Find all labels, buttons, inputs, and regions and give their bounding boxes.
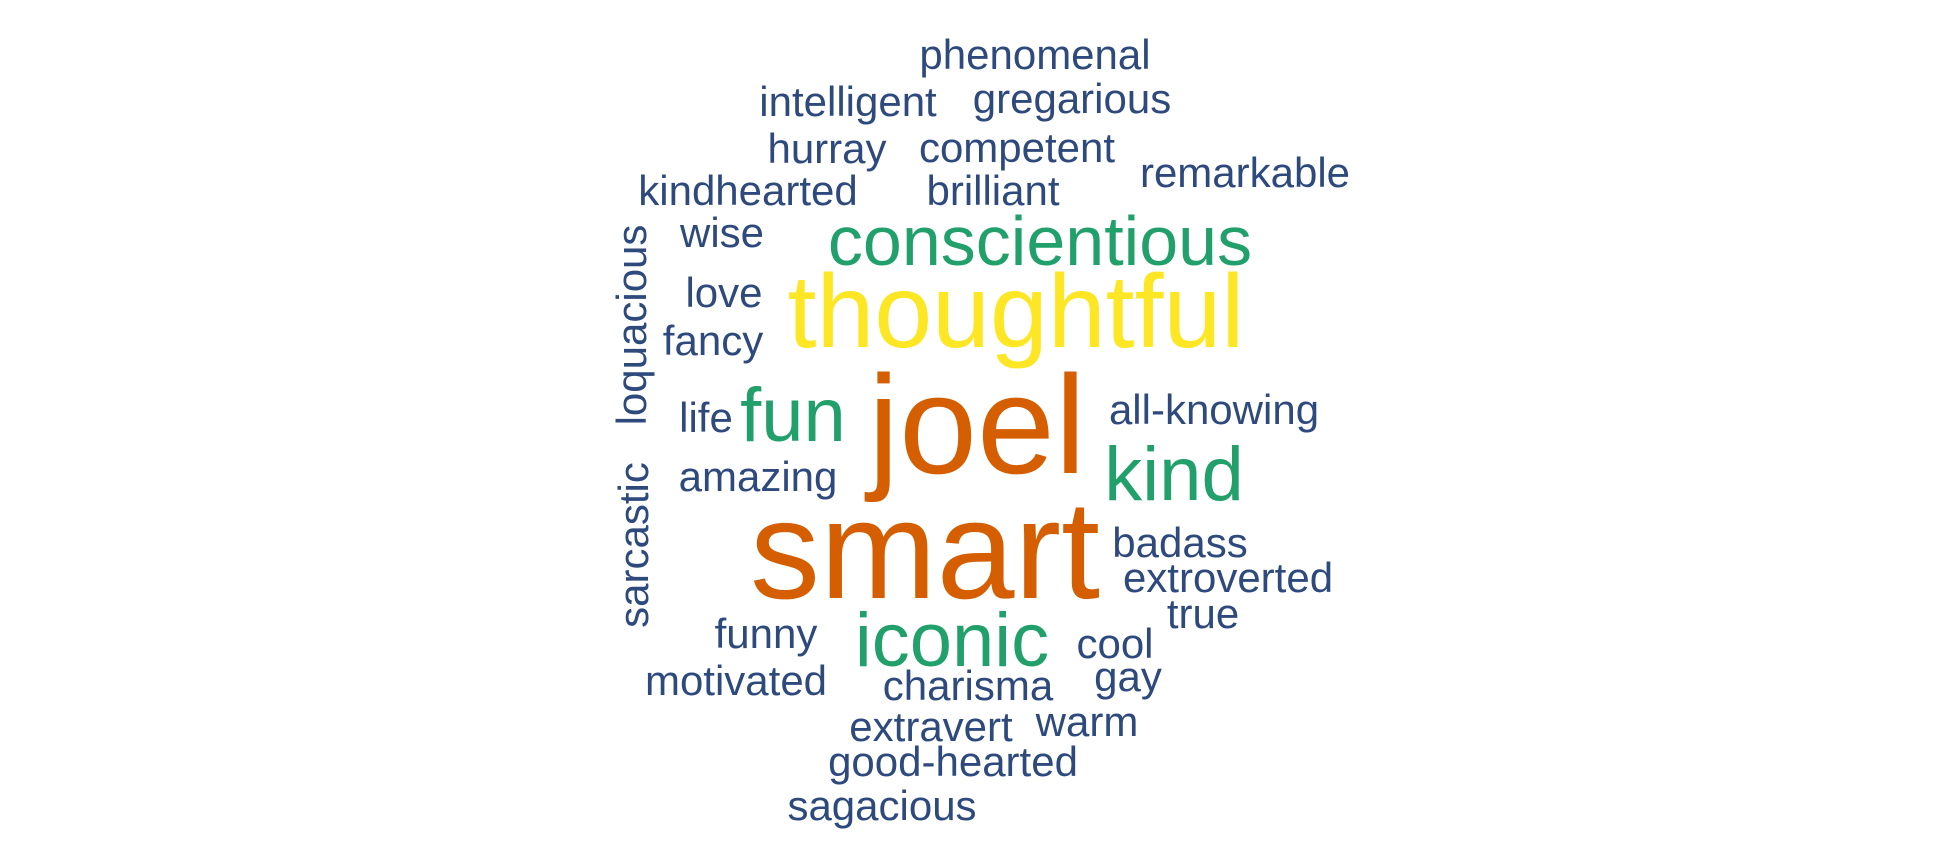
word-gay: gay [1094,653,1162,700]
word-sagacious: sagacious [787,782,977,829]
word-iconic: iconic [854,598,1050,683]
word-wise: wise [679,209,765,256]
word-gregarious: gregarious [972,75,1172,122]
word-charisma: charisma [882,662,1054,709]
word-hurray: hurray [767,125,887,172]
word-thoughtful: thoughtful [787,254,1245,370]
word-badass: badass [1112,519,1248,566]
word-smart: smart [750,471,1100,628]
word-brilliant: brilliant [926,167,1060,214]
word-amazing: amazing [678,453,838,500]
word-love: love [685,269,763,316]
word-remarkable: remarkable [1139,149,1351,196]
word-extravert: extravert [849,703,1013,750]
word-intelligent: intelligent [759,78,937,125]
word-all-knowing: all-knowing [1108,386,1320,433]
word-kindhearted: kindhearted [638,167,858,214]
word-life: life [679,394,733,441]
word-fancy: fancy [662,317,764,364]
word-joel: joel [868,346,1086,503]
word-warm: warm [1035,698,1139,745]
word-sarcastic: sarcastic [610,462,657,628]
word-motivated: motivated [644,657,828,704]
word-kind: kind [1104,432,1244,517]
word-good-hearted: good-hearted [828,738,1078,785]
word-true: true [1166,590,1240,637]
word-conscientious: conscientious [827,202,1253,280]
word-funny: funny [714,610,818,657]
word-phenomenal: phenomenal [919,31,1151,78]
word-loquacious: loquacious [608,224,655,426]
word-cool: cool [1076,620,1154,667]
word-fun: fun [740,373,846,458]
word-competent: competent [918,124,1116,171]
word-extroverted: extroverted [1122,554,1334,601]
